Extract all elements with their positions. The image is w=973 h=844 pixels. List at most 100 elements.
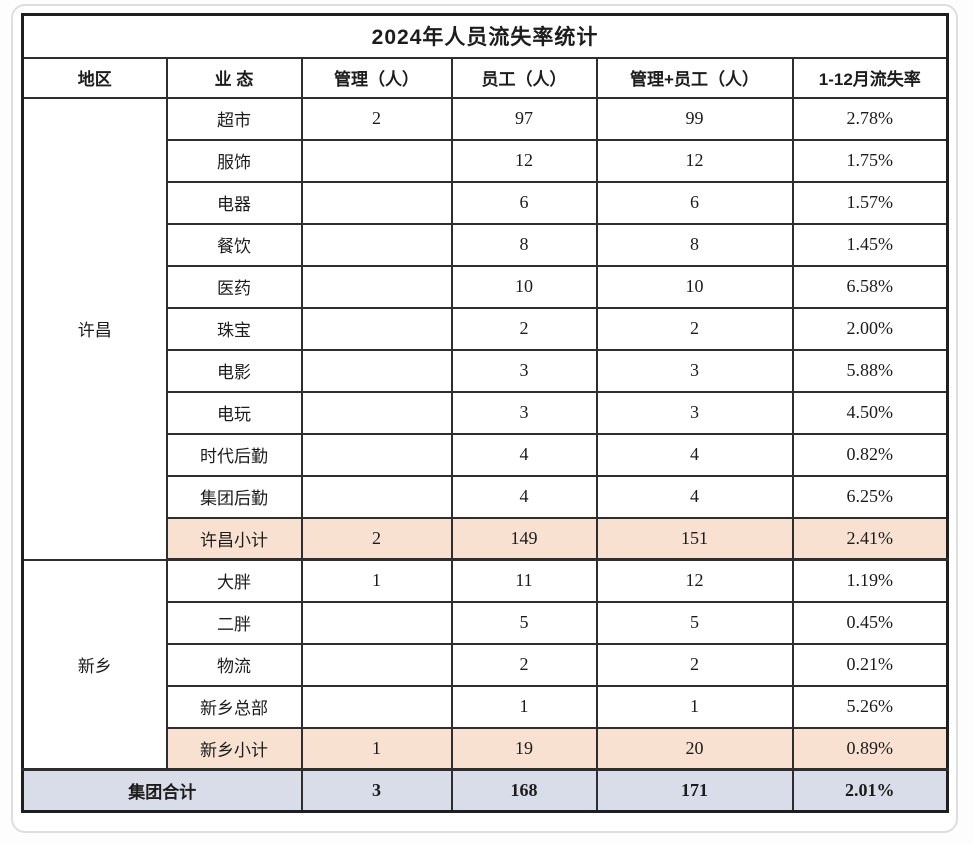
combined-cell: 12: [595, 138, 794, 183]
business-cell: 许昌小计: [165, 516, 303, 561]
business-cell: 物流: [165, 642, 303, 687]
combined-cell: 4: [595, 474, 794, 519]
mgmt-cell: 2: [300, 96, 453, 141]
mgmt-cell: [300, 138, 453, 183]
combined-cell: 8: [595, 222, 794, 267]
mgmt-cell: 2: [300, 516, 453, 561]
mgmt-cell: [300, 432, 453, 477]
business-cell: 集团后勤: [165, 474, 303, 519]
table-row: 服饰 12 12 1.75%: [23, 138, 949, 183]
table-title: 2024年人员流失率统计: [21, 13, 949, 59]
rate-cell: 0.45%: [791, 600, 949, 645]
mgmt-cell: [300, 684, 453, 729]
staff-cell: 2: [450, 642, 598, 687]
combined-cell: 10: [595, 264, 794, 309]
grand-total-label: 集团合计: [21, 768, 303, 813]
table-row: 医药 10 10 6.58%: [23, 264, 949, 309]
col-header-combined: 管理+员工（人）: [595, 56, 794, 99]
business-cell: 珠宝: [165, 306, 303, 351]
combined-cell: 1: [595, 684, 794, 729]
combined-cell: 2: [595, 306, 794, 351]
staff-cell: 4: [450, 474, 598, 519]
grand-total-combined: 171: [595, 768, 794, 813]
col-header-rate: 1-12月流失率: [791, 56, 949, 99]
table-row: 电影 3 3 5.88%: [23, 348, 949, 393]
title-row: 2024年人员流失率统计: [21, 13, 949, 59]
business-cell: 电玩: [165, 390, 303, 435]
header-row: 地区 业 态 管理（人） 员工（人） 管理+员工（人） 1-12月流失率: [21, 56, 949, 99]
col-header-business: 业 态: [165, 56, 303, 99]
business-cell: 超市: [165, 96, 303, 141]
grand-total-mgmt: 3: [300, 768, 453, 813]
combined-cell: 6: [595, 180, 794, 225]
turnover-table: 2024年人员流失率统计 地区 业 态 管理（人） 员工（人） 管理+员工（人）…: [21, 13, 950, 813]
rate-cell: 0.89%: [791, 726, 949, 771]
rate-cell: 5.26%: [791, 684, 949, 729]
rate-cell: 2.78%: [791, 96, 949, 141]
table-row: 新乡 大胖 1 11 12 1.19%: [21, 558, 949, 771]
mgmt-cell: [300, 222, 453, 267]
rate-cell: 6.58%: [791, 264, 949, 309]
grand-total-staff: 168: [450, 768, 598, 813]
table-row: 电玩 3 3 4.50%: [23, 390, 949, 435]
region-cell-xinxiang: 新乡: [21, 558, 168, 771]
business-cell: 服饰: [165, 138, 303, 183]
staff-cell: 12: [450, 138, 598, 183]
business-cell: 医药: [165, 264, 303, 309]
col-header-region: 地区: [21, 56, 168, 99]
region-cell-xuchang: 许昌: [21, 96, 168, 561]
table-row: 电器 6 6 1.57%: [23, 180, 949, 225]
table-row: 许昌 超市 2 97 99 2.78%: [21, 96, 949, 561]
mgmt-cell: [300, 642, 453, 687]
subtotal-row-xinxiang: 新乡小计 1 19 20 0.89%: [23, 726, 949, 771]
business-cell: 二胖: [165, 600, 303, 645]
col-header-mgmt: 管理（人）: [300, 56, 453, 99]
rate-cell: 2.00%: [791, 306, 949, 351]
staff-cell: 5: [450, 600, 598, 645]
mgmt-cell: [300, 474, 453, 519]
table-row: 物流 2 2 0.21%: [23, 642, 949, 687]
rate-cell: 6.25%: [791, 474, 949, 519]
table-row: 集团后勤 4 4 6.25%: [23, 474, 949, 519]
staff-cell: 97: [450, 96, 598, 141]
grand-total-rate: 2.01%: [791, 768, 949, 813]
rate-cell: 1.45%: [791, 222, 949, 267]
rate-cell: 1.19%: [791, 558, 949, 603]
rate-cell: 4.50%: [791, 390, 949, 435]
business-cell: 电影: [165, 348, 303, 393]
staff-cell: 8: [450, 222, 598, 267]
staff-cell: 1: [450, 684, 598, 729]
staff-cell: 19: [450, 726, 598, 771]
table-row: 二胖 5 5 0.45%: [23, 600, 949, 645]
business-cell: 电器: [165, 180, 303, 225]
table-row: 时代后勤 4 4 0.82%: [23, 432, 949, 477]
rate-cell: 5.88%: [791, 348, 949, 393]
combined-cell: 4: [595, 432, 794, 477]
staff-cell: 2: [450, 306, 598, 351]
staff-cell: 3: [450, 390, 598, 435]
combined-cell: 12: [595, 558, 794, 603]
combined-cell: 3: [595, 348, 794, 393]
staff-cell: 3: [450, 348, 598, 393]
table-row: 珠宝 2 2 2.00%: [23, 306, 949, 351]
mgmt-cell: [300, 306, 453, 351]
staff-cell: 4: [450, 432, 598, 477]
business-cell: 餐饮: [165, 222, 303, 267]
mgmt-cell: [300, 390, 453, 435]
business-cell: 时代后勤: [165, 432, 303, 477]
combined-cell: 2: [595, 642, 794, 687]
rate-cell: 1.57%: [791, 180, 949, 225]
business-cell: 新乡小计: [165, 726, 303, 771]
col-header-staff: 员工（人）: [450, 56, 598, 99]
table-row: 餐饮 8 8 1.45%: [23, 222, 949, 267]
business-cell: 大胖: [165, 558, 303, 603]
grand-total-row: 集团合计 3 168 171 2.01%: [21, 768, 949, 813]
subtotal-row-xuchang: 许昌小计 2 149 151 2.41%: [23, 516, 949, 561]
combined-cell: 99: [595, 96, 794, 141]
combined-cell: 151: [595, 516, 794, 561]
business-cell: 新乡总部: [165, 684, 303, 729]
staff-cell: 10: [450, 264, 598, 309]
staff-cell: 11: [450, 558, 598, 603]
rate-cell: 0.21%: [791, 642, 949, 687]
rate-cell: 2.41%: [791, 516, 949, 561]
